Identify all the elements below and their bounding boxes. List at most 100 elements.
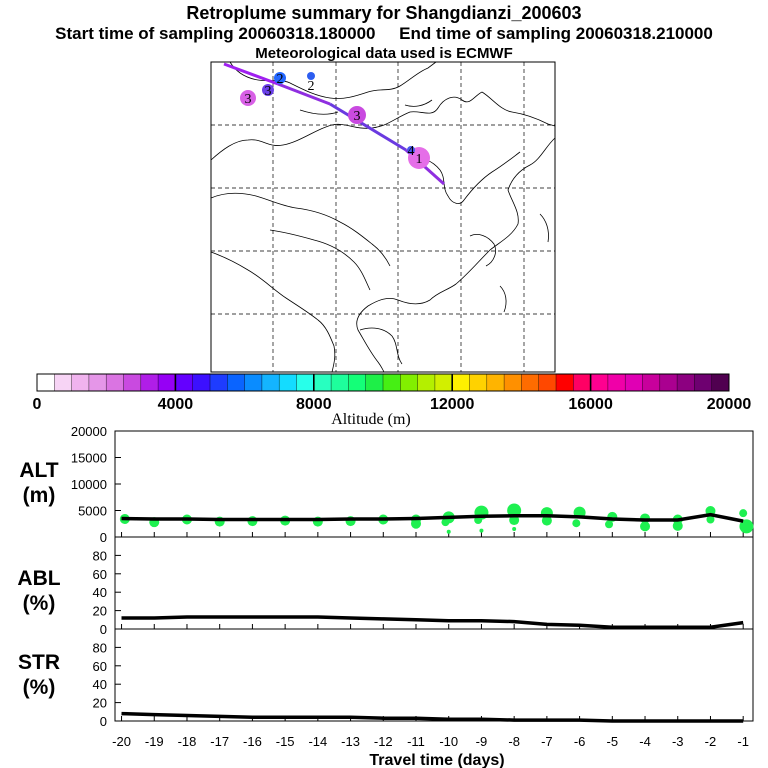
colorbar-cell-1 [54, 374, 72, 391]
colorbar-cell-28 [521, 374, 540, 391]
alt-scatter-point [446, 529, 451, 534]
alt-series-line [121, 512, 744, 523]
abl-panel-label: ABL (%) [12, 566, 66, 616]
x-tick-label: -8 [508, 734, 520, 749]
colorbar-cell-16 [313, 374, 332, 391]
alt-y-tick-label: 20000 [71, 424, 107, 439]
colorbar-cell-38 [694, 374, 713, 391]
colorbar-cell-4 [106, 374, 124, 391]
colorbar-cell-30 [556, 374, 574, 391]
alt-scatter-point [411, 518, 422, 529]
alt-y-tick-label: 0 [100, 530, 107, 545]
plume-marker-label: 2 [277, 72, 284, 87]
end-time-label: End time of sampling 20060318.210000 [399, 24, 713, 43]
x-tick-label: -13 [341, 734, 360, 749]
colorbar-tick-labels: 0 4000 8000 12000 16000 20000 [33, 396, 752, 413]
alt-scatter-point [541, 515, 552, 526]
abl-panel: 0 20 40 60 80 [93, 536, 754, 637]
x-tick-label: -12 [374, 734, 393, 749]
colorbar-tick-label: 20000 [707, 396, 752, 413]
colorbar-cell-18 [348, 374, 367, 391]
plume-marker-6 [240, 90, 256, 106]
colorbar-cell-24 [452, 374, 470, 391]
abl-y-tick-label: 60 [93, 567, 107, 582]
alt-scatter-point [739, 509, 748, 518]
plume-marker-4 [307, 72, 315, 80]
alt-scatter-point [441, 518, 450, 527]
colorbar-tick-label: 8000 [296, 396, 332, 413]
abl-y-tick-label: 80 [93, 548, 107, 563]
str-label-line2: (%) [22, 676, 56, 699]
x-tick-label: -14 [308, 734, 327, 749]
colorbar-cell-31 [573, 374, 591, 391]
alt-y-tick-label: 15000 [71, 451, 107, 466]
altitude-colorbar: 0 4000 8000 12000 16000 20000 Altitude (m) [33, 373, 752, 428]
colorbar-cell-17 [331, 374, 349, 391]
sampling-times: Start time of sampling 20060318.180000 E… [0, 24, 768, 44]
abl-series-line [121, 615, 744, 629]
x-tick-label: -15 [276, 734, 295, 749]
alt-scatter-point [640, 521, 651, 532]
x-tick-label: -20 [112, 734, 131, 749]
colorbar-dividers [54, 374, 712, 391]
plume-marker-label: 3 [245, 92, 252, 107]
alt-y-tick-label: 5000 [78, 504, 107, 519]
colorbar-cell-6 [140, 374, 159, 391]
plume-marker-2 [274, 72, 286, 84]
colorbar-cell-39 [711, 374, 730, 391]
plume-marker-label: 3 [265, 84, 272, 99]
alt-scatter-point [512, 527, 517, 532]
trajectory-segment-2 [277, 82, 331, 106]
colorbar-cell-11 [227, 374, 245, 391]
colorbar-cell-34 [625, 374, 643, 391]
colorbar-cell-13 [261, 374, 280, 391]
x-tick-label: -2 [705, 734, 717, 749]
colorbar-cell-14 [279, 374, 297, 391]
colorbar-cell-2 [71, 374, 90, 391]
alt-panel-label: ALT (m) [12, 458, 66, 508]
colorbar-cells [37, 374, 730, 391]
alt-scatter-point [672, 520, 683, 531]
x-axis-title: Travel time (days) [369, 752, 504, 768]
colorbar-cell-23 [434, 374, 453, 391]
colorbar-cell-0 [37, 374, 55, 391]
x-tick-labels: -20 -19 -18 -17 -16 -15 -14 -13 -12 -11 -10 -9 -8 -7 -… [112, 734, 749, 749]
str-label-line1: STR [18, 651, 60, 674]
colorbar-cell-19 [365, 374, 384, 391]
colorbar-cell-7 [158, 374, 176, 391]
plume-marker-5 [262, 84, 274, 96]
x-tick-label: -18 [178, 734, 197, 749]
colorbar-cell-27 [504, 374, 522, 391]
alt-scatter-point [706, 515, 715, 524]
x-tick-label: -10 [439, 734, 458, 749]
abl-y-tick-label: 40 [93, 585, 107, 600]
abl-label-line2: (%) [22, 592, 56, 615]
x-tick-label: -6 [574, 734, 586, 749]
str-series-line [121, 711, 744, 723]
plume-marker-label: 2 [308, 79, 315, 94]
x-tick-label: -11 [407, 734, 425, 749]
abl-y-tick-label: 0 [100, 622, 107, 637]
alt-scatter-point [605, 520, 614, 529]
time-series-panels: 0 5000 10000 15000 20000 0 20 40 60 80 0 20 40 60 80 -2… [71, 424, 754, 749]
x-tick-label: -17 [210, 734, 229, 749]
met-data-label: Meteorological data used is ECMWF [255, 45, 513, 62]
colorbar-cell-25 [469, 374, 488, 391]
colorbar-cell-8 [175, 374, 194, 391]
str-y-tick-label: 40 [93, 677, 107, 692]
alt-scatter-point [507, 503, 522, 518]
trajectory-segment-3 [329, 102, 407, 152]
alt-y-tick-label: 10000 [71, 477, 107, 492]
colorbar-cell-12 [244, 374, 263, 391]
plume-marker-label: 3 [354, 109, 361, 124]
colorbar-cell-22 [417, 374, 436, 391]
colorbar-cell-35 [642, 374, 661, 391]
str-y-tick-label: 20 [93, 696, 107, 711]
alt-scatter-point [479, 528, 484, 533]
str-panel-frame [114, 628, 754, 722]
colorbar-axis-label: Altitude (m) [331, 411, 411, 428]
colorbar-cell-9 [192, 374, 211, 391]
str-y-tick-label: 80 [93, 640, 107, 655]
